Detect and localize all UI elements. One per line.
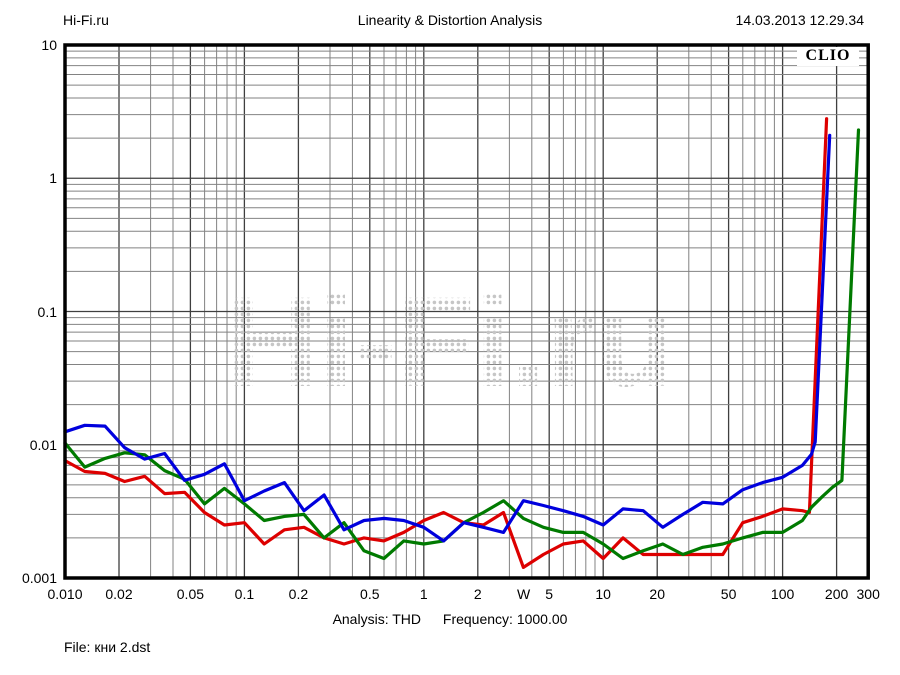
plot-border: [63, 43, 870, 580]
thd-green-curve: [63, 128, 861, 561]
thd-red-curve: [63, 117, 829, 569]
watermark-text: Hi-Fi.ru: [226, 271, 674, 414]
x-tick-label: 20: [649, 586, 665, 602]
x-tick-label: 100: [770, 586, 795, 602]
y-tick-label: 10: [41, 37, 57, 53]
x-tick-label: 0.010: [47, 586, 83, 602]
analysis-status-label: Analysis: THD: [332, 611, 421, 627]
x-tick-label: 2: [473, 586, 482, 602]
grid-lines: [66, 46, 867, 577]
frequency-status-label: Frequency: 1000.00: [442, 611, 568, 627]
x-tick-label: 0.2: [288, 586, 309, 602]
y-tick-label: 0.1: [37, 303, 57, 320]
x-tick-label: 50: [720, 586, 737, 602]
x-tick-label: 200: [824, 586, 849, 602]
x-tick-label: 0.1: [234, 586, 255, 602]
thd-blue-curve: [63, 133, 832, 543]
x-tick-label: 0.05: [176, 586, 205, 602]
header-site-label: Hi-Fi.ru: [63, 12, 109, 28]
status-line: Analysis: THD Frequency: 1000.00: [0, 611, 900, 627]
x-tick-label: 5: [545, 586, 554, 602]
x-tick-label: 0.5: [360, 586, 380, 602]
y-tick-label: 0.001: [21, 570, 57, 586]
x-tick-label: 300: [856, 586, 880, 602]
y-tick-label: 0.01: [29, 436, 57, 453]
x-tick-label: 1: [419, 586, 428, 602]
chart-title: Linearity & Distortion Analysis: [357, 12, 543, 28]
x-axis-unit-label: W: [516, 586, 531, 602]
file-name-label: File: кни 2.dst: [64, 639, 151, 655]
clio-brand-label: CLIO: [797, 47, 859, 66]
x-tick-label: 10: [595, 586, 611, 602]
header-datetime-label: 14.03.2013 12.29.34: [735, 12, 864, 28]
x-tick-label: 0.02: [105, 586, 133, 602]
y-tick-label: 1: [49, 170, 57, 187]
